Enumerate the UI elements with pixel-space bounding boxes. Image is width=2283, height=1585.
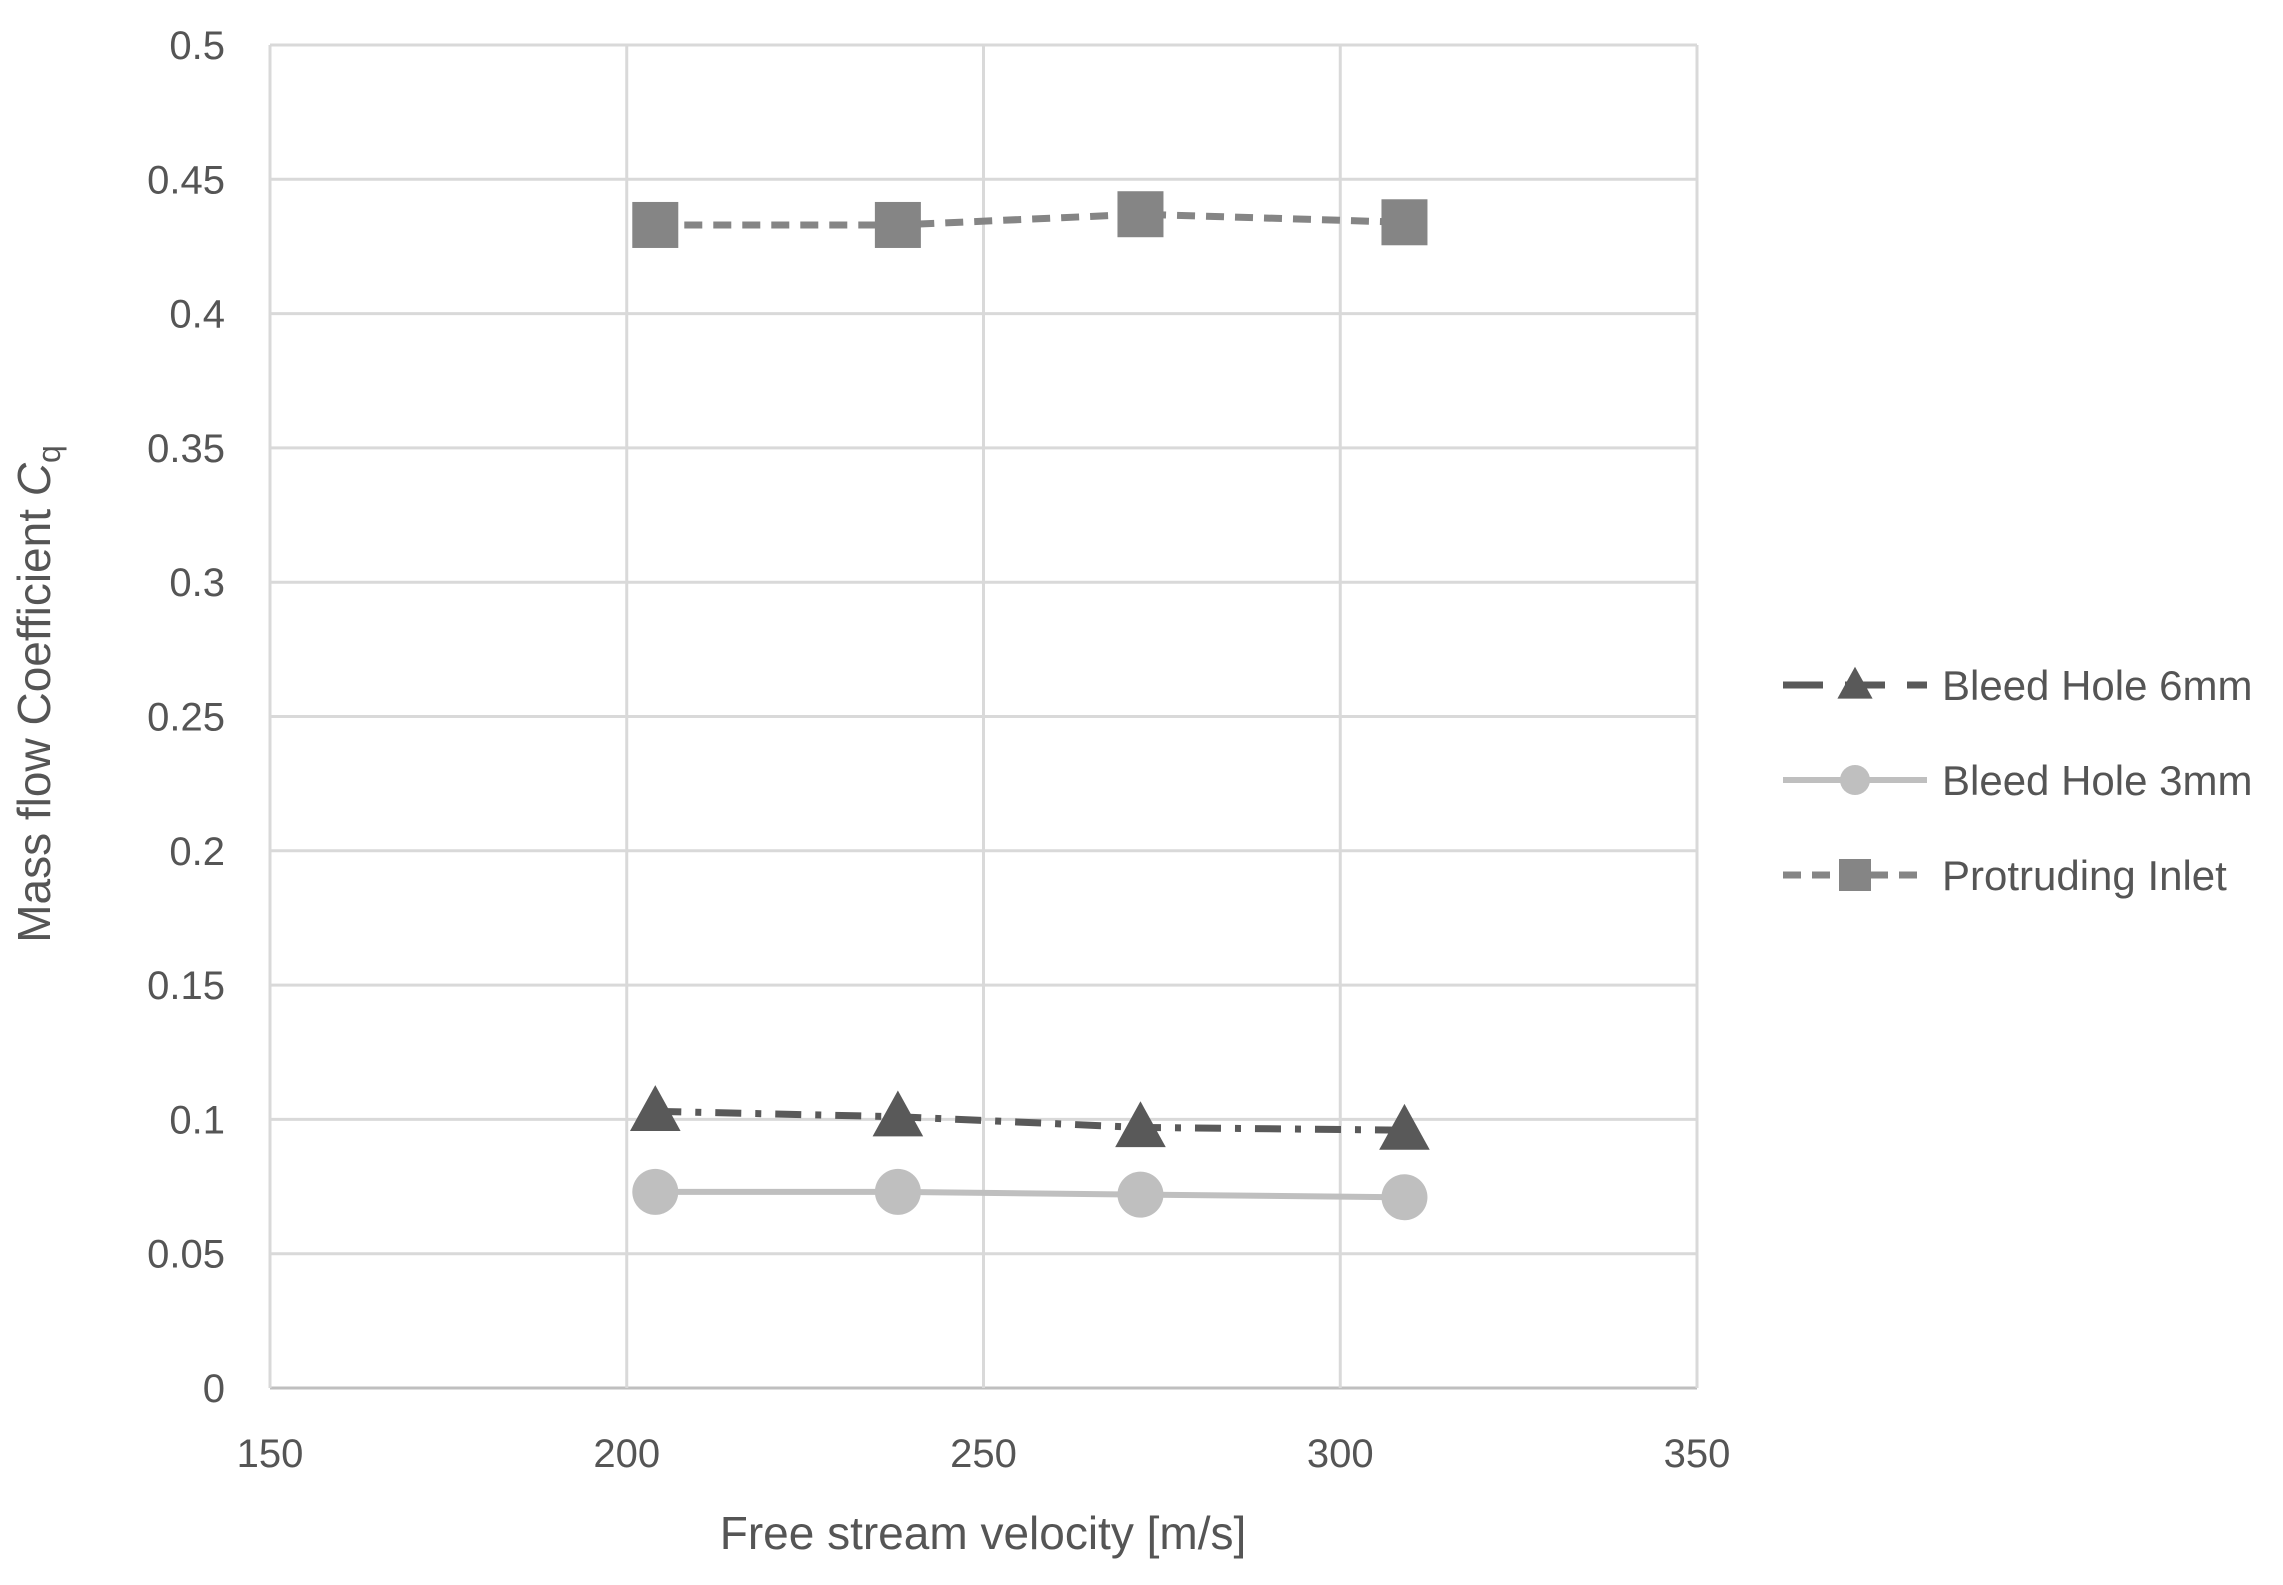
data-point-bleed-hole-3mm [1117,1171,1164,1218]
x-tick-label: 350 [1664,1432,1731,1476]
legend: Bleed Hole 6mm Bleed Hole 3mm Protruding I… [1783,662,2252,899]
legend-marker-swatch [1839,859,1871,891]
legend-label: Bleed Hole 3mm [1942,757,2252,804]
series-markers [629,191,1430,1221]
data-point-bleed-hole-3mm [874,1168,921,1215]
legend-label: Protruding Inlet [1942,852,2227,899]
legend-item-protruding-inlet: Protruding Inlet [1783,852,2227,899]
series-line-bleed-hole-3mm [655,1188,1405,1201]
y-tick-label: 0.25 [147,696,225,740]
data-point-protruding-inlet [632,201,679,248]
data-point-bleed-hole-6mm [872,1090,924,1137]
data-point-bleed-hole-6mm [1115,1101,1166,1148]
y-tick-label: 0.5 [169,24,225,68]
data-point-protruding-inlet [874,201,921,248]
y-axis-title-symbol: C [8,462,60,496]
legend-marker-swatch [1837,666,1873,699]
legend-item-bleed-hole-3mm: Bleed Hole 3mm [1783,757,2252,804]
y-tick-label: 0.3 [169,561,225,605]
x-tick-label: 150 [237,1432,304,1476]
y-axis-title: Mass flow Coefficient Cq [8,445,67,943]
x-tick-label: 300 [1307,1432,1374,1476]
y-tick-label: 0.15 [147,964,225,1008]
y-tick-label: 0 [203,1367,225,1411]
y-tick-label: 0.05 [147,1233,225,1277]
tick-labels: 0 0.05 0.1 0.15 0.2 0.25 0.3 0.35 0.4 0.45 0.5 150 2… [147,24,1730,1476]
y-axis-title-subscript: q [31,445,67,463]
data-point-bleed-hole-6mm [1379,1103,1430,1150]
series-line-protruding-inlet [655,210,1405,229]
legend-label: Bleed Hole 6mm [1942,662,2252,709]
data-point-bleed-hole-3mm [632,1168,679,1215]
y-tick-label: 0.4 [169,293,225,337]
data-point-bleed-hole-6mm [629,1085,681,1132]
legend-item-bleed-hole-6mm: Bleed Hole 6mm [1783,662,2252,709]
series-lines [655,210,1405,1201]
y-tick-label: 0.1 [169,1098,225,1142]
x-tick-label: 250 [950,1432,1017,1476]
data-point-protruding-inlet [1381,199,1428,246]
legend-marker-swatch [1840,765,1870,795]
gridlines [268,43,1699,1390]
y-tick-label: 0.2 [169,830,225,874]
x-axis-title: Free stream velocity [m/s] [720,1507,1247,1559]
y-tick-label: 0.45 [147,158,225,202]
y-tick-label: 0.35 [147,427,225,471]
data-point-protruding-inlet [1117,191,1164,238]
series-line-bleed-hole-6mm [655,1107,1405,1134]
data-point-bleed-hole-3mm [1381,1174,1428,1221]
y-axis-title-text: Mass flow Coefficient [8,496,60,943]
x-tick-label: 200 [593,1432,660,1476]
